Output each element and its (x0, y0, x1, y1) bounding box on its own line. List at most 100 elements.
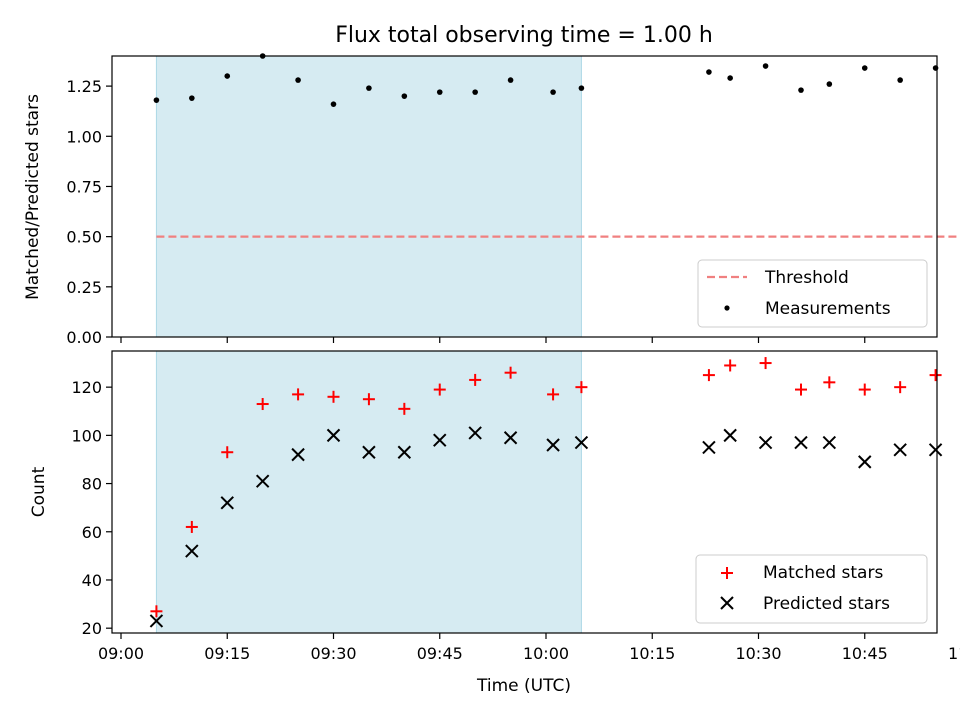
y-tick-label: 20 (82, 619, 102, 638)
matched-star-point (858, 383, 871, 396)
matched-star-point (504, 366, 517, 379)
x-tick-label: 09:30 (310, 644, 356, 663)
predicted-star-point (326, 428, 341, 443)
y-tick-label: 40 (82, 571, 102, 590)
matched-star-point (433, 383, 446, 396)
x-tick-label: 09:15 (204, 644, 250, 663)
predicted-star-point (468, 426, 482, 440)
top-legend: Threshold Measurements (697, 259, 928, 328)
measurement-point (578, 85, 585, 91)
x-tick-label: 11:00 (948, 644, 960, 663)
bottom-y-ticks: 20 40 60 80 100 120 (71, 378, 112, 638)
measurement-point (507, 77, 514, 83)
x-tick-label: 10:15 (629, 644, 675, 663)
matched-star-point (469, 373, 482, 386)
measurement-point (401, 93, 408, 99)
x-tick-label: 09:00 (98, 644, 144, 663)
measurement-point (798, 87, 804, 93)
chart-title: Flux total observing time = 1.00 h (335, 23, 713, 48)
bottom-x-ticks: 09:00 09:15 09:30 09:45 10:00 10:15 10:30 10:45… (98, 633, 960, 663)
legend-threshold-label: Threshold (764, 268, 849, 288)
y-tick-label: 60 (82, 523, 102, 542)
measurement-point (330, 101, 337, 107)
y-tick-label: 0.75 (66, 177, 102, 196)
y-tick-label: 1.00 (66, 127, 102, 146)
top-y-axis-label: Matched/Predicted stars (23, 94, 43, 300)
matched-star-point (547, 388, 560, 401)
shaded-region (155, 55, 582, 338)
predicted-star-point (702, 440, 716, 455)
legend-matched-label: Matched stars (763, 563, 883, 583)
predicted-star-point (794, 435, 808, 450)
matched-star-point (398, 402, 411, 415)
top-shaded-region (155, 55, 582, 338)
top-x-ticks (120, 337, 866, 343)
measurement-point (153, 97, 160, 103)
y-tick-label: 100 (71, 426, 102, 445)
measurement-point (224, 73, 231, 79)
y-tick-label: 0.25 (66, 278, 102, 297)
top-y-ticks: 0.00 0.25 0.50 0.75 1.00 1.25 (66, 77, 112, 347)
legend-measurements-label: Measurements (765, 299, 891, 319)
legend-predicted-swatch (720, 596, 734, 610)
predicted-star-point (255, 474, 270, 488)
matched-star-point (362, 393, 375, 406)
predicted-star-point (220, 496, 234, 510)
y-tick-label: 120 (71, 378, 102, 397)
predicted-star-point (858, 455, 872, 469)
predicted-star-point (185, 544, 199, 558)
bottom-legend-box (695, 554, 928, 624)
matched-star-point (759, 357, 772, 370)
top-legend-box (697, 259, 928, 328)
measurements-points (153, 53, 939, 107)
y-tick-label: 0.50 (66, 228, 102, 247)
matched-star-point (702, 369, 715, 382)
measurement-point (727, 75, 733, 81)
measurement-point (762, 63, 769, 69)
y-tick-label: 1.25 (66, 77, 102, 96)
measurement-point (366, 85, 372, 91)
predicted-star-point (149, 614, 164, 628)
predicted-star-point (928, 443, 943, 457)
matched-star-point (724, 359, 737, 372)
bottom-plot-frame (111, 350, 938, 634)
measurement-point (897, 77, 903, 83)
measurement-point (189, 95, 195, 101)
matched-star-point (894, 381, 907, 394)
predicted-star-point (574, 435, 589, 450)
predicted-star-point (433, 433, 447, 447)
bottom-y-axis-label: Count (29, 466, 49, 517)
predicted-star-point (822, 435, 837, 450)
measurement-point (436, 89, 443, 95)
matched-star-point (575, 381, 588, 394)
measurement-point (861, 65, 868, 71)
matched-star-point (292, 388, 305, 401)
measurement-point (826, 81, 833, 87)
legend-matched-swatch (721, 567, 733, 579)
matched-star-point (256, 398, 269, 411)
matched-star-point (150, 605, 163, 618)
bottom-legend: Matched stars Predicted stars (695, 554, 928, 624)
x-tick-label: 09:45 (417, 644, 463, 663)
legend-predicted-label: Predicted stars (763, 594, 890, 614)
predicted-star-point (397, 445, 412, 459)
measurement-point (472, 89, 478, 95)
matched-star-point (221, 446, 234, 459)
measurement-point (295, 77, 301, 83)
measurement-point (550, 89, 556, 95)
legend-measurements-swatch (724, 305, 730, 311)
x-tick-label: 10:30 (735, 644, 781, 663)
x-axis-label: Time (UTC) (476, 676, 571, 696)
top-plot-frame (111, 55, 938, 338)
matched-star-point (823, 376, 836, 389)
predicted-star-point (362, 445, 376, 459)
predicted-star-point (723, 428, 737, 443)
x-tick-label: 10:45 (842, 644, 888, 663)
predicted-star-point (758, 435, 773, 450)
predicted-star-point (503, 431, 518, 445)
x-tick-label: 10:00 (523, 644, 569, 663)
predicted-star-point (291, 447, 305, 462)
measurement-point (706, 69, 712, 75)
matched-star-point (929, 369, 942, 382)
